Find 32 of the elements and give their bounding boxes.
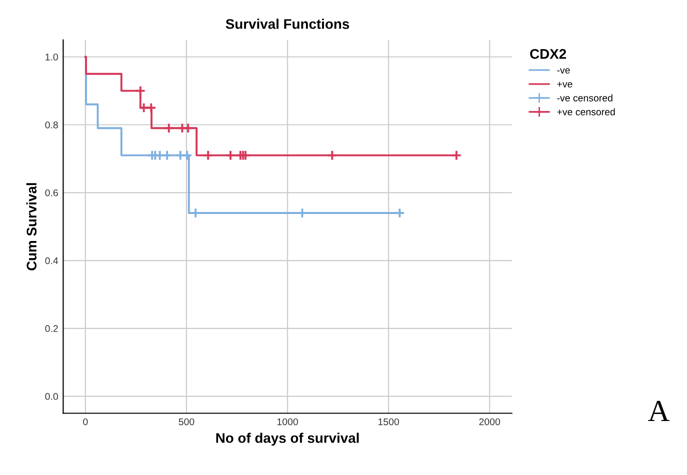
x-tick-label: 500	[178, 418, 194, 426]
legend-label: -ve censored	[557, 94, 612, 102]
point	[146, 102, 156, 114]
y-tick-label: 0.4	[45, 257, 58, 264]
x-axis-title: No of days of survival	[216, 432, 359, 446]
y-tick-label: 0.6	[45, 189, 58, 196]
y-tick-label: 0.2	[45, 325, 58, 332]
point	[138, 102, 150, 114]
point	[451, 150, 462, 161]
point	[182, 150, 192, 161]
x-tick-label: 1500	[378, 418, 399, 426]
legend-label: -ve	[557, 68, 570, 74]
legend-title: CDX2	[530, 49, 566, 59]
legend-label: +ve censored	[557, 108, 615, 116]
y-tick-label: 1.0	[46, 54, 58, 60]
point	[326, 150, 338, 161]
point	[225, 150, 236, 161]
x-tick-label: 0	[83, 418, 88, 426]
point	[135, 85, 146, 96]
point	[164, 122, 174, 134]
legend-label: +ve	[557, 82, 572, 88]
point	[240, 150, 251, 161]
point	[162, 150, 172, 161]
text: A	[648, 400, 670, 421]
y-axis-title: Cum Survival	[26, 183, 37, 270]
x-tick-label: 1000	[277, 418, 298, 426]
y-tick-label: 0.8	[45, 121, 58, 128]
point	[202, 150, 214, 161]
point	[182, 122, 194, 134]
x-tick-label: 2000	[479, 418, 500, 426]
y-tick-label: 0.0	[45, 393, 58, 400]
chart-title: Survival Functions	[226, 18, 350, 29]
